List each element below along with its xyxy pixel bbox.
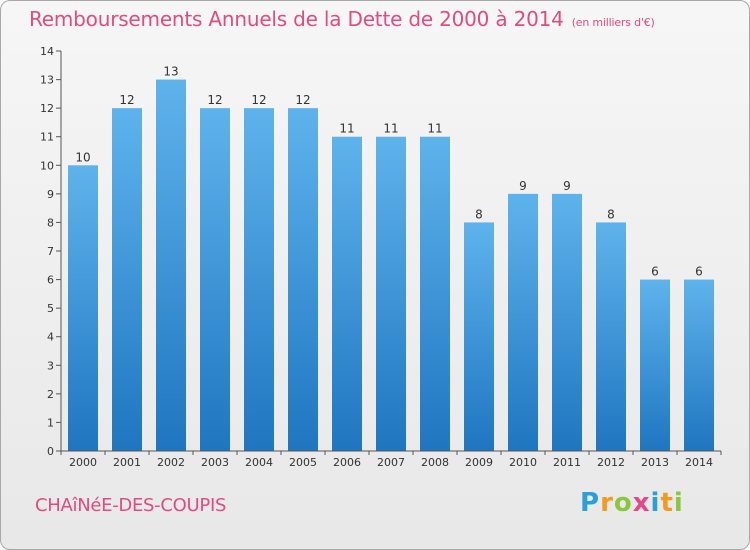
x-tick-label-2002: 2002: [157, 456, 185, 469]
data-label-2007: 11: [383, 122, 398, 136]
data-label-2005: 12: [295, 93, 310, 107]
logo-letter: i: [650, 488, 661, 518]
y-tick-label: 5: [47, 302, 54, 315]
data-label-2009: 8: [475, 207, 483, 221]
y-tick-label: 9: [47, 188, 54, 201]
bar-2007: [376, 136, 406, 451]
logo-letter: i: [673, 488, 684, 518]
y-tick-label: 14: [40, 45, 54, 58]
bar-2000: [68, 165, 98, 452]
logo-letter: o: [613, 488, 633, 518]
y-tick-label: 7: [47, 245, 54, 258]
data-label-2003: 12: [207, 93, 222, 107]
y-tick-label: 6: [47, 274, 54, 287]
y-tick-label: 4: [47, 331, 54, 344]
bar-2011: [552, 193, 582, 451]
data-label-2014: 6: [695, 265, 703, 279]
bar-2006: [332, 136, 362, 451]
bar-2013: [640, 279, 670, 451]
bars-group: 10 12 13 12 12 12 11 11 11 8 9 9 8 6 6: [68, 65, 714, 452]
y-tick-label: 3: [47, 359, 54, 372]
x-tick-label-2012: 2012: [597, 456, 625, 469]
chart-title-text: Remboursements Annuels de la Dette de 20…: [29, 7, 564, 31]
y-tick-label: 10: [40, 159, 54, 172]
commune-name: CHAîNéE-DES-COUPIS: [35, 495, 227, 516]
x-tick-label-2011: 2011: [553, 456, 581, 469]
bar-2001: [112, 108, 142, 452]
data-label-2013: 6: [651, 265, 659, 279]
x-tick-label-2007: 2007: [377, 456, 405, 469]
y-tick-label: 1: [47, 416, 54, 429]
bar-2010: [508, 193, 538, 451]
y-tick-label: 13: [40, 74, 54, 87]
data-label-2010: 9: [519, 179, 527, 193]
logo-letter: x: [632, 488, 651, 518]
bar-2005: [288, 108, 318, 452]
logo-letter: P: [580, 488, 601, 518]
data-label-2000: 10: [75, 150, 90, 164]
data-label-2008: 11: [427, 122, 442, 136]
data-label-2011: 9: [563, 179, 571, 193]
bar-2004: [244, 108, 274, 452]
bar-2014: [684, 279, 714, 451]
chart-subtitle: (en milliers d'€): [571, 16, 655, 29]
x-tick-label-2001: 2001: [113, 456, 141, 469]
logo-letter: r: [600, 488, 614, 518]
y-tick-label: 12: [40, 102, 54, 115]
x-axis: 2000 2001 2002 2003 2004 2005 2006 2007 2008 2009…: [60, 450, 722, 469]
x-tick-label-2008: 2008: [421, 456, 449, 469]
data-label-2001: 12: [119, 93, 134, 107]
x-tick-label-2009: 2009: [465, 456, 493, 469]
data-label-2006: 11: [339, 122, 354, 136]
x-tick-label-2010: 2010: [509, 456, 537, 469]
y-tick-label: 0: [47, 445, 54, 458]
y-tick-label: 8: [47, 216, 54, 229]
y-tick-label: 2: [47, 388, 54, 401]
data-label-2004: 12: [251, 93, 266, 107]
bar-2009: [464, 222, 494, 451]
x-tick-label-2013: 2013: [641, 456, 669, 469]
bar-2012: [596, 222, 626, 451]
x-tick-label-2014: 2014: [685, 456, 713, 469]
y-tick-label: 11: [40, 131, 54, 144]
x-tick-label-2003: 2003: [201, 456, 229, 469]
proxiti-logo[interactable]: Proxiti: [580, 488, 684, 518]
chart-title: Remboursements Annuels de la Dette de 20…: [29, 7, 655, 31]
bar-2008: [420, 136, 450, 451]
logo-letter: t: [660, 488, 674, 518]
x-tick-label-2004: 2004: [245, 456, 273, 469]
data-label-2002: 13: [163, 65, 178, 79]
bar-2002: [156, 79, 186, 452]
x-tick-label-2000: 2000: [69, 456, 97, 469]
bar-2003: [200, 108, 230, 452]
x-tick-label-2005: 2005: [289, 456, 317, 469]
x-tick-label-2006: 2006: [333, 456, 361, 469]
data-label-2012: 8: [607, 207, 615, 221]
